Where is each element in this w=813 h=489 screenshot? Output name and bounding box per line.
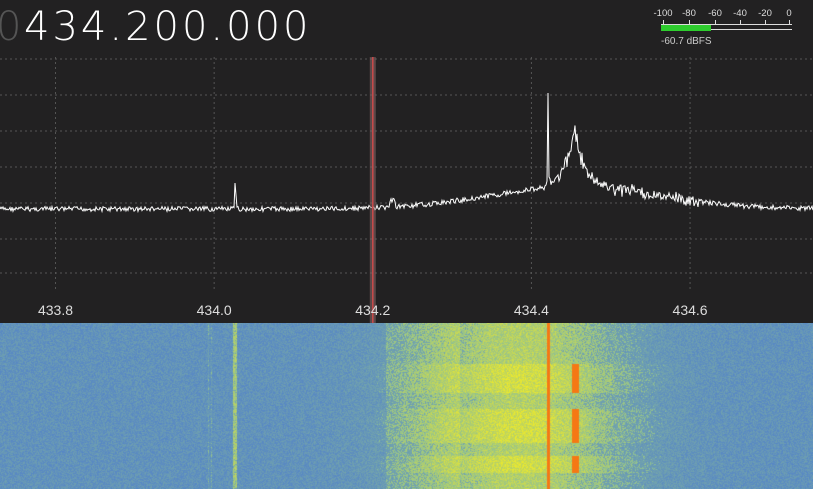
frequency-display[interactable]: 434.200.000: [24, 4, 312, 50]
spectrum-grid: [0, 57, 813, 289]
meter-readout: -60.7 dBFS: [661, 36, 712, 47]
frequency-axis: 433.8 434.0 434.2 434.4 434.6: [38, 302, 708, 318]
meter-scale-label: -100: [653, 8, 673, 19]
frequency-leading-digit: 0: [0, 4, 24, 50]
spectrum-plot[interactable]: 433.8 434.0 434.2 434.4 434.6: [0, 57, 813, 323]
meter-track: [661, 24, 792, 30]
frequency-tick-label: 434.0: [197, 302, 232, 318]
meter-level-bar: [661, 25, 711, 31]
meter-scale-label: 0: [786, 8, 792, 19]
frequency-tick-label: 434.2: [355, 302, 390, 318]
meter-tickmark: [715, 20, 716, 25]
meter-tickmark: [765, 20, 766, 25]
meter-scale-label: -80: [682, 8, 696, 19]
meter-tickmark: [663, 20, 664, 25]
frequency-tick-label: 434.6: [673, 302, 708, 318]
spectrum-trace: [0, 92, 813, 214]
meter-scale-label: -20: [758, 8, 772, 19]
tuning-cursor: [369, 57, 376, 323]
meter-scale-label: -40: [733, 8, 747, 19]
signal-level-meter: -100 -80 -60 -40 -20 0 -60.7 dBFS: [653, 6, 793, 50]
frequency-tick-label: 433.8: [38, 302, 73, 318]
meter-tickmark: [740, 20, 741, 25]
waterfall-display[interactable]: [0, 323, 813, 489]
meter-scale: -100 -80 -60 -40 -20 0: [653, 6, 793, 22]
meter-scale-label: -60: [708, 8, 722, 19]
meter-tickmark: [789, 20, 790, 25]
frequency-tick-label: 434.4: [514, 302, 549, 318]
meter-tickmark: [689, 20, 690, 25]
